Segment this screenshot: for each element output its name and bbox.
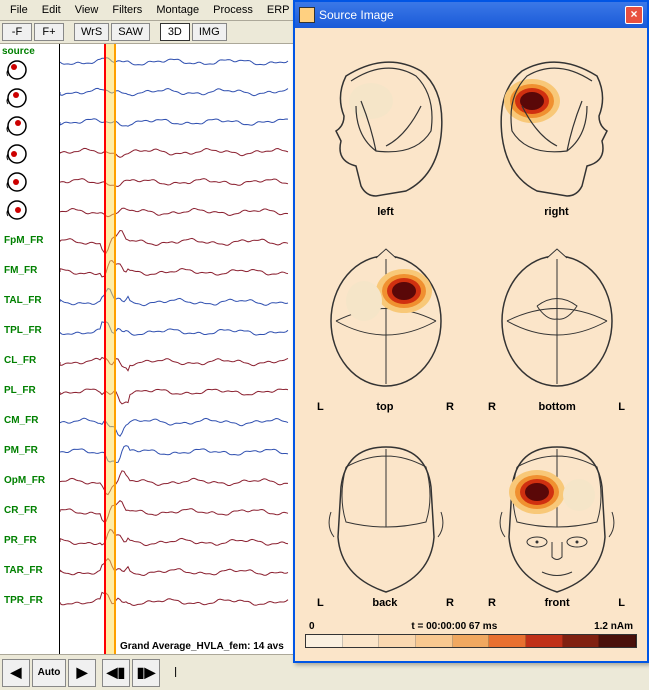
channel-CL_FR[interactable]: CL_FR xyxy=(0,345,59,375)
source-head-icon xyxy=(4,59,30,83)
channel-PL_FR[interactable]: PL_FR xyxy=(0,375,59,405)
channel-CR_FR[interactable]: CR_FR xyxy=(0,495,59,525)
tb-f+[interactable]: F+ xyxy=(34,23,64,41)
step-fwd-button[interactable]: ▮▶ xyxy=(132,659,160,687)
source-head-icon xyxy=(4,87,30,111)
brain-view-top: LtopR xyxy=(305,234,466,422)
menu-montage[interactable]: Montage xyxy=(150,2,205,18)
channel-labels: sourceFpM_FRFM_FRTAL_FRTPL_FRCL_FRPL_FRC… xyxy=(0,44,60,654)
source-image-window: Source Image × leftrightLtopRRbottomLLba… xyxy=(293,0,649,663)
step-back-button[interactable]: ◀▮ xyxy=(102,659,130,687)
tb-3d[interactable]: 3D xyxy=(160,23,190,41)
time-marker[interactable] xyxy=(104,44,116,654)
window-icon xyxy=(299,7,315,23)
ruler-tick: ⎹ xyxy=(166,667,176,678)
auto-button[interactable]: Auto xyxy=(32,659,66,687)
brain-views-grid: leftrightLtopRRbottomLLbackRRfrontL xyxy=(305,38,637,617)
source-label: source xyxy=(0,46,59,57)
tb-saw[interactable]: SAW xyxy=(111,23,150,41)
window-titlebar[interactable]: Source Image × xyxy=(295,2,647,28)
menu-filters[interactable]: Filters xyxy=(106,2,148,18)
channel-TAR_FR[interactable]: TAR_FR xyxy=(0,555,59,585)
menu-view[interactable]: View xyxy=(69,2,105,18)
brain-view-right: right xyxy=(476,38,637,226)
legend-max: 1.2 nAm xyxy=(594,621,633,632)
tb--f[interactable]: -F xyxy=(2,23,32,41)
channel-OpM_FR[interactable]: OpM_FR xyxy=(0,465,59,495)
close-icon[interactable]: × xyxy=(625,6,643,24)
channel-TPR_FR[interactable]: TPR_FR xyxy=(0,585,59,615)
channel-PR_FR[interactable]: PR_FR xyxy=(0,525,59,555)
window-title: Source Image xyxy=(315,8,625,22)
channel-FpM_FR[interactable]: FpM_FR xyxy=(0,225,59,255)
brain-view-left: left xyxy=(305,38,466,226)
brain-view-bottom: RbottomL xyxy=(476,234,637,422)
menu-file[interactable]: File xyxy=(4,2,34,18)
popup-body: leftrightLtopRRbottomLLbackRRfrontL 0 t … xyxy=(295,28,647,661)
tb-img[interactable]: IMG xyxy=(192,23,227,41)
brain-view-front: RfrontL xyxy=(476,429,637,617)
channel-CM_FR[interactable]: CM_FR xyxy=(0,405,59,435)
color-legend: 0 t = 00:00:00 67 ms 1.2 nAm xyxy=(305,621,637,651)
tb-wrs[interactable]: WrS xyxy=(74,23,109,41)
legend-min: 0 xyxy=(309,621,315,632)
menu-erp[interactable]: ERP xyxy=(261,2,296,18)
channel-TPL_FR[interactable]: TPL_FR xyxy=(0,315,59,345)
source-head-icon xyxy=(4,115,30,139)
menu-process[interactable]: Process xyxy=(207,2,259,18)
next-page-button[interactable]: ▶ xyxy=(68,659,96,687)
menu-edit[interactable]: Edit xyxy=(36,2,67,18)
legend-time: t = 00:00:00 67 ms xyxy=(411,621,497,632)
source-head-icon xyxy=(4,199,30,223)
source-head-icon xyxy=(4,171,30,195)
channel-FM_FR[interactable]: FM_FR xyxy=(0,255,59,285)
source-head-icon xyxy=(4,143,30,167)
channel-PM_FR[interactable]: PM_FR xyxy=(0,435,59,465)
prev-page-button[interactable]: ◀ xyxy=(2,659,30,687)
channel-TAL_FR[interactable]: TAL_FR xyxy=(0,285,59,315)
file-label: Grand Average_HVLA_fem: 14 avs xyxy=(120,641,284,652)
brain-view-back: LbackR xyxy=(305,429,466,617)
